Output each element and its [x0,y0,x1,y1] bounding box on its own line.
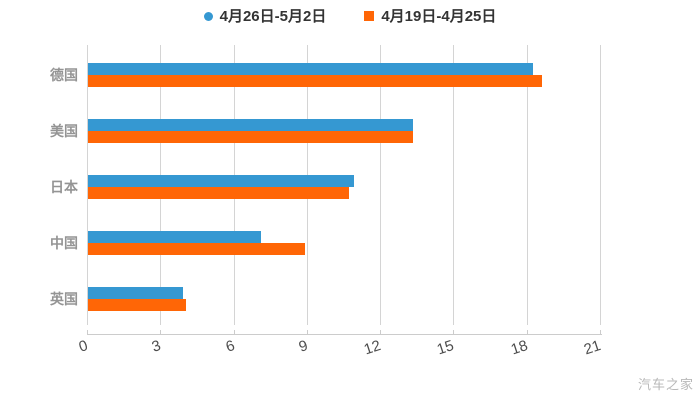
x-axis-tick-label: 15 [435,337,457,359]
bar-日本-previous-week[interactable] [88,187,350,199]
x-axis-tick-label: 3 [150,337,164,356]
bar-日本-current-week[interactable] [88,175,355,187]
legend-square-marker-icon [364,11,375,21]
bar-德国-current-week[interactable] [88,63,533,75]
axis-tick [526,330,528,334]
chart-legend: 4月26日-5月2日 4月19日-4月25日 [0,5,700,27]
axis-tick [306,330,308,334]
bar-德国-previous-week[interactable] [88,75,543,87]
x-axis-tick-label: 9 [296,337,310,356]
y-axis-category-label: 中国 [50,235,78,251]
bar-中国-previous-week[interactable] [88,243,306,255]
x-axis-tick-label: 12 [361,337,384,359]
axis-tick [160,330,162,334]
gridline [600,45,601,325]
bar-美国-previous-week[interactable] [88,131,413,143]
bar-美国-current-week[interactable] [88,119,413,131]
legend-item-week-current[interactable]: 4月26日-5月2日 [203,7,327,25]
legend-label: 4月26日-5月2日 [219,7,327,25]
y-axis-category-label: 美国 [50,123,78,139]
y-axis-category-label: 德国 [50,67,78,83]
watermark: 汽车之家 [637,377,694,392]
y-axis-category-label: 英国 [50,291,78,307]
axis-tick [233,330,235,334]
bar-英国-previous-week[interactable] [88,299,186,311]
axis-tick [87,330,88,334]
x-axis-tick-label: 18 [508,337,530,359]
bar-英国-current-week[interactable] [88,287,184,299]
gridline [453,45,455,325]
axis-tick [453,330,455,334]
y-axis-category-label: 日本 [50,179,78,195]
gridline [87,45,88,325]
legend-label: 4月19日-4月25日 [381,7,497,25]
x-axis-tick-label: 6 [223,337,237,356]
legend-circle-marker-icon [203,11,213,21]
x-axis-tick-label: 21 [581,337,603,359]
x-axis-tick-label: 0 [76,337,90,356]
legend-item-week-previous[interactable]: 4月19日-4月25日 [364,9,496,24]
axis-tick [600,330,601,334]
axis-tick [380,330,382,334]
bar-中国-current-week[interactable] [88,231,262,243]
gridline [526,45,528,325]
x-axis-line [87,334,602,335]
gridline [380,45,382,325]
